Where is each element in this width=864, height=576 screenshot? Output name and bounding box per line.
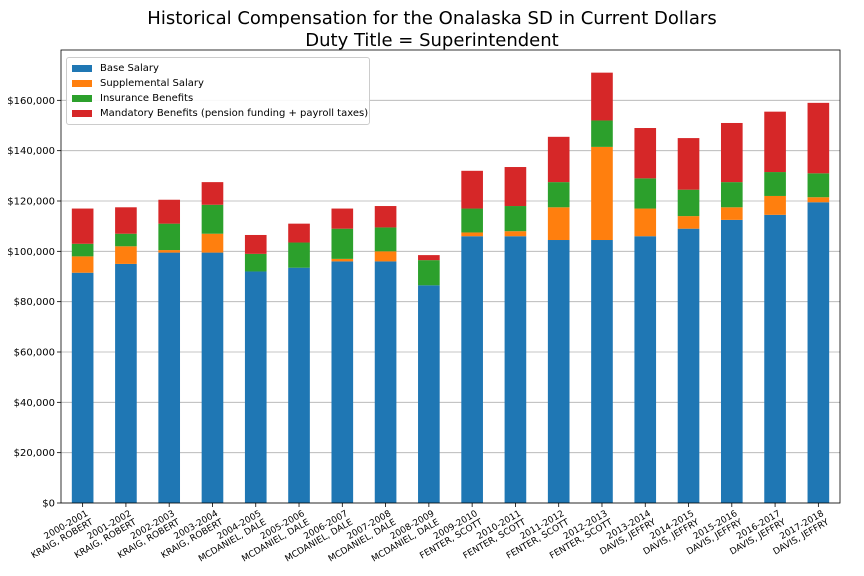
y-tick-label: $60,000	[14, 348, 55, 359]
bar-base-salary	[677, 228, 700, 503]
bar-mandatory-benefits-pension-funding-payroll-taxes	[547, 136, 570, 183]
bar-mandatory-benefits-pension-funding-payroll-taxes	[634, 128, 657, 179]
y-tick-label: $100,000	[7, 247, 55, 258]
bar-supplemental-salary	[461, 232, 483, 237]
legend-item: Mandatory Benefits (pension funding + pa…	[67, 106, 369, 121]
bar-insurance-benefits	[115, 233, 137, 247]
bar-supplemental-salary	[71, 256, 94, 273]
bar-mandatory-benefits-pension-funding-payroll-taxes	[115, 207, 137, 234]
bar-insurance-benefits	[547, 182, 570, 208]
bar-insurance-benefits	[201, 204, 224, 234]
legend-item: Base Salary	[67, 61, 369, 76]
bar-insurance-benefits	[288, 242, 310, 268]
bar-supplemental-salary	[115, 246, 137, 264]
bar-insurance-benefits	[720, 182, 743, 208]
legend-item: Supplemental Salary	[67, 76, 369, 91]
bar-supplemental-salary	[331, 258, 354, 262]
bar-mandatory-benefits-pension-funding-payroll-taxes	[374, 206, 397, 228]
bar-insurance-benefits	[418, 260, 440, 286]
bar-base-salary	[634, 236, 657, 503]
bar-base-salary	[504, 236, 527, 503]
bar-supplemental-salary	[634, 208, 657, 237]
bar-base-salary	[71, 272, 94, 503]
bar-mandatory-benefits-pension-funding-payroll-taxes	[461, 170, 483, 209]
plot-frame	[60, 49, 841, 504]
y-tick-label: $140,000	[7, 146, 55, 157]
bar-mandatory-benefits-pension-funding-payroll-taxes	[418, 255, 440, 261]
bar-insurance-benefits	[807, 173, 830, 198]
legend-swatch	[72, 80, 92, 87]
bar-supplemental-salary	[504, 231, 527, 237]
legend-label: Base Salary	[100, 63, 159, 74]
bar-mandatory-benefits-pension-funding-payroll-taxes	[244, 234, 267, 254]
bar-base-salary	[720, 219, 743, 503]
y-tick-label: $120,000	[7, 197, 55, 208]
bar-insurance-benefits	[764, 172, 786, 196]
bar-base-salary	[764, 214, 786, 503]
legend-label: Insurance Benefits	[100, 93, 194, 104]
y-tick-label: $0	[42, 499, 55, 510]
bar-insurance-benefits	[461, 208, 483, 233]
bar-supplemental-salary	[720, 207, 743, 220]
bar-base-salary	[288, 267, 310, 503]
y-tick-label: $80,000	[14, 297, 55, 308]
bar-base-salary	[461, 236, 483, 503]
y-tick-label: $160,000	[7, 96, 55, 107]
bar-base-salary	[807, 202, 830, 503]
legend-swatch	[72, 95, 92, 102]
bar-insurance-benefits	[504, 206, 527, 232]
chart-title: Historical Compensation for the Onalaska…	[147, 8, 717, 29]
bar-insurance-benefits	[158, 223, 181, 251]
legend-swatch	[72, 110, 92, 117]
bar-mandatory-benefits-pension-funding-payroll-taxes	[201, 182, 224, 205]
bar-base-salary	[244, 271, 267, 503]
bar-mandatory-benefits-pension-funding-payroll-taxes	[720, 122, 743, 183]
bar-insurance-benefits	[331, 228, 354, 259]
bar-base-salary	[374, 261, 397, 503]
bar-base-salary	[547, 240, 570, 503]
bar-supplemental-salary	[677, 216, 700, 229]
bar-base-salary	[418, 285, 440, 503]
bar-supplemental-salary	[374, 251, 397, 262]
bar-mandatory-benefits-pension-funding-payroll-taxes	[288, 223, 310, 243]
legend: Base Salary Supplemental Salary Insurance …	[66, 57, 370, 125]
chart-subtitle: Duty Title = Superintendent	[305, 30, 559, 51]
bar-insurance-benefits	[374, 227, 397, 252]
bar-base-salary	[158, 252, 181, 503]
bar-mandatory-benefits-pension-funding-payroll-taxes	[677, 138, 700, 190]
bar-mandatory-benefits-pension-funding-payroll-taxes	[331, 208, 354, 229]
bar-base-salary	[331, 261, 354, 503]
bar-insurance-benefits	[71, 243, 94, 257]
bar-supplemental-salary	[201, 233, 224, 253]
bar-base-salary	[115, 263, 137, 503]
bar-mandatory-benefits-pension-funding-payroll-taxes	[591, 72, 613, 121]
bar-mandatory-benefits-pension-funding-payroll-taxes	[158, 199, 181, 224]
bar-insurance-benefits	[244, 253, 267, 272]
bar-mandatory-benefits-pension-funding-payroll-taxes	[71, 208, 94, 244]
bar-mandatory-benefits-pension-funding-payroll-taxes	[504, 167, 527, 207]
bar-supplemental-salary	[764, 195, 786, 215]
bar-supplemental-salary	[158, 250, 181, 253]
bar-mandatory-benefits-pension-funding-payroll-taxes	[764, 111, 786, 173]
legend-item: Insurance Benefits	[67, 91, 369, 106]
y-tick-label: $40,000	[14, 398, 55, 409]
bar-insurance-benefits	[634, 178, 657, 209]
legend-swatch	[72, 65, 92, 72]
bar-base-salary	[591, 240, 613, 503]
bar-mandatory-benefits-pension-funding-payroll-taxes	[807, 102, 830, 174]
bar-supplemental-salary	[591, 146, 613, 241]
bar-supplemental-salary	[547, 207, 570, 241]
bar-insurance-benefits	[591, 120, 613, 147]
bar-supplemental-salary	[807, 197, 830, 203]
legend-label: Mandatory Benefits (pension funding + pa…	[100, 108, 369, 119]
bar-base-salary	[201, 252, 224, 503]
bar-insurance-benefits	[677, 189, 700, 217]
legend-label: Supplemental Salary	[100, 78, 204, 89]
y-tick-label: $20,000	[14, 448, 55, 459]
